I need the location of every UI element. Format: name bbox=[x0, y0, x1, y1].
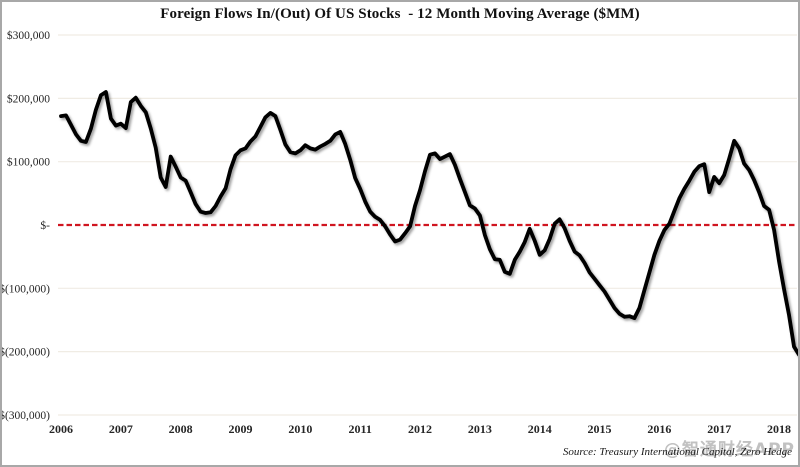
x-axis-tick-label: 2016 bbox=[647, 422, 671, 436]
y-axis-tick-label: $300,000 bbox=[7, 29, 50, 42]
source-note: Source: Treasury International Capital, … bbox=[562, 446, 792, 458]
y-axis-tick-label: $- bbox=[40, 219, 50, 232]
x-axis-tick-label: 2009 bbox=[229, 422, 253, 436]
y-axis-tick-label: $(200,000) bbox=[2, 346, 50, 359]
x-axis-tick-label: 2008 bbox=[169, 422, 193, 436]
watermark: @智通财经APP bbox=[663, 440, 795, 460]
x-axis-tick-label: 2011 bbox=[349, 422, 372, 436]
x-axis-tick-label: 2015 bbox=[588, 422, 612, 436]
y-axis-tick-label: $(100,000) bbox=[2, 282, 50, 295]
chart-title: Foreign Flows In/(Out) Of US Stocks - 12… bbox=[160, 6, 640, 22]
x-axis-tick-label: 2018 bbox=[767, 422, 791, 436]
x-axis-tick-label: 2013 bbox=[468, 422, 492, 436]
x-axis-tick-label: 2012 bbox=[408, 422, 432, 436]
x-axis-tick-label: 2014 bbox=[528, 422, 552, 436]
x-axis-tick-label: 2017 bbox=[707, 422, 731, 436]
y-axis-tick-label: $(300,000) bbox=[2, 409, 50, 422]
series-line bbox=[59, 90, 798, 357]
x-axis-tick-label: 2006 bbox=[49, 422, 73, 436]
x-axis-tick-label: 2007 bbox=[109, 422, 133, 436]
x-axis-tick-label: 2010 bbox=[288, 422, 312, 436]
y-axis-tick-label: $200,000 bbox=[7, 92, 50, 105]
y-axis-tick-label: $100,000 bbox=[7, 156, 50, 169]
